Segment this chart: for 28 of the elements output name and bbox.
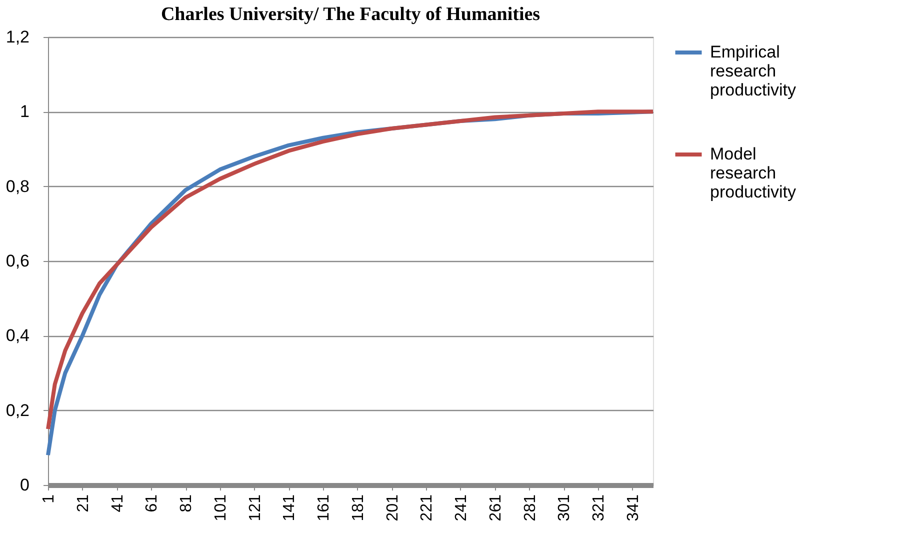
y-tick-label: 0,4 — [6, 326, 30, 346]
x-tick-label: 301 — [556, 494, 574, 522]
x-tick-label: 161 — [316, 494, 332, 522]
y-tick-label: 0,6 — [6, 252, 30, 270]
legend-label: Empirical research productivity — [710, 42, 796, 100]
x-tick-label: 261 — [487, 494, 504, 522]
legend-label: Model research productivity — [710, 144, 796, 202]
x-tick-label: 321 — [590, 494, 608, 522]
x-tick-label: 281 — [522, 494, 539, 522]
x-tick-label: 121 — [246, 494, 264, 522]
x-tick-label: 21 — [74, 494, 92, 512]
x-tick-label: 101 — [212, 494, 230, 522]
chart-title: Charles University/ The Faculty of Humanities — [160, 4, 540, 25]
x-tick-label: 141 — [281, 494, 298, 522]
y-tick-label: 1 — [20, 102, 30, 122]
x-tick-label: 81 — [178, 494, 195, 512]
x-tick-label: 1 — [40, 494, 58, 504]
x-tick-label: 241 — [453, 494, 470, 522]
x-tick-label: 201 — [384, 494, 402, 522]
x-tick-label: 341 — [624, 494, 642, 522]
x-tick-label: 221 — [418, 494, 436, 522]
y-tick-label: 1,2 — [6, 28, 30, 46]
y-tick-label: 0,8 — [6, 176, 30, 196]
y-tick-label: 0,2 — [6, 400, 30, 420]
y-tick-label: 0 — [20, 476, 30, 494]
x-tick-label: 61 — [144, 494, 161, 512]
x-tick-label: 41 — [109, 494, 126, 512]
x-tick-label: 181 — [350, 494, 367, 522]
